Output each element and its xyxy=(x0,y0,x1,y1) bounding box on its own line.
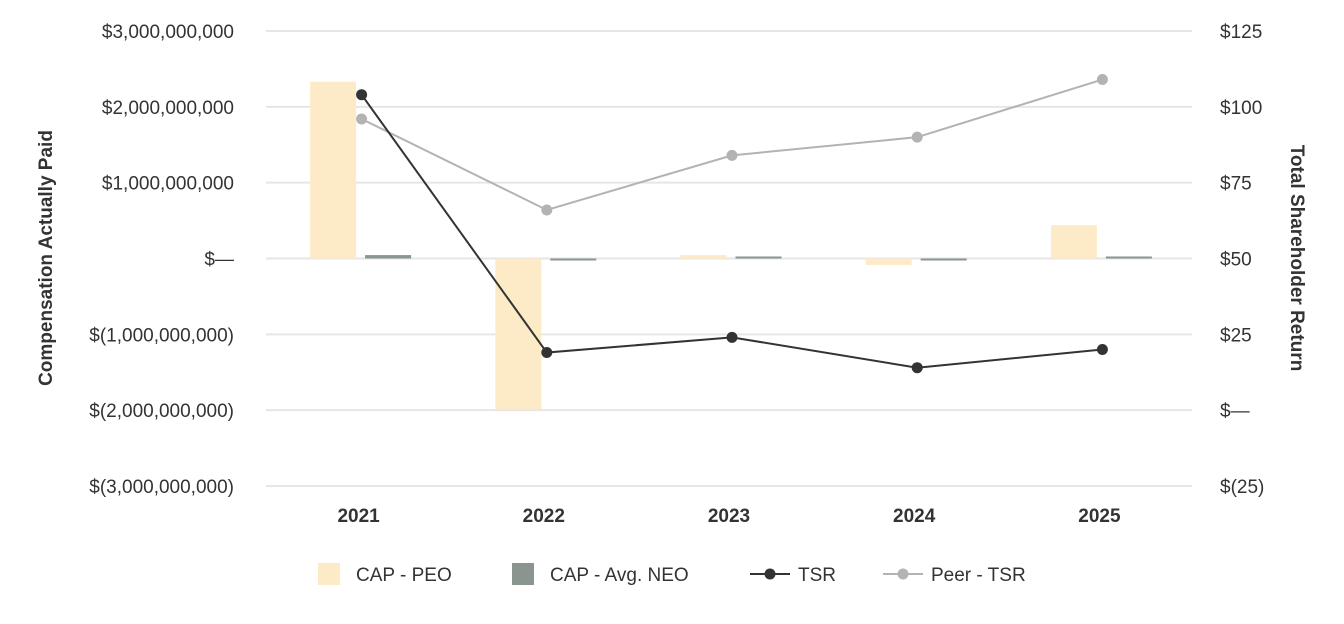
tsr-line xyxy=(360,94,1103,369)
right-tick-label: $75 xyxy=(1220,174,1252,195)
left-tick-label: $1,000,000,000 xyxy=(102,174,234,195)
cap-avg-neo-bar xyxy=(1105,256,1152,259)
legend-swatch xyxy=(512,563,534,585)
x-tick-label: 2022 xyxy=(523,506,565,527)
legend-label: TSR xyxy=(798,565,836,586)
peer-tsr-point xyxy=(911,131,923,143)
cap-avg-neo-bar xyxy=(550,258,597,261)
left-tick-label: $3,000,000,000 xyxy=(102,22,234,43)
legend-label: CAP - PEO xyxy=(356,565,452,586)
cap-peo-bar xyxy=(1050,225,1097,259)
peer-tsr-point xyxy=(1096,74,1108,86)
cap-peo-bar xyxy=(680,255,727,259)
left-tick-label: $2,000,000,000 xyxy=(102,98,234,119)
tsr-point xyxy=(356,89,368,101)
cap-peo-bar xyxy=(865,258,912,265)
legend: CAP - PEO CAP - Avg. NEO TSR Peer - TSR xyxy=(318,563,1026,586)
right-axis-ticks: $(25) $— $25 $50 $75 $100 $125 xyxy=(1220,22,1264,498)
right-tick-label: $50 xyxy=(1220,250,1252,271)
tsr-point xyxy=(911,362,923,374)
cap-avg-neo-bar xyxy=(365,255,412,259)
x-tick-label: 2025 xyxy=(1078,506,1121,527)
peer-tsr-point xyxy=(726,149,738,161)
right-tick-label: $25 xyxy=(1220,325,1252,346)
x-tick-label: 2024 xyxy=(893,506,936,527)
left-axis-ticks: $(3,000,000,000) $(2,000,000,000) $(1,000,… xyxy=(89,22,234,498)
right-axis-title: Total Shareholder Return xyxy=(1286,145,1307,372)
legend-label: CAP - Avg. NEO xyxy=(550,565,689,586)
cap-avg-neo-bar xyxy=(735,256,782,259)
legend-label: Peer - TSR xyxy=(931,565,1026,586)
left-tick-label: $(3,000,000,000) xyxy=(89,477,234,498)
left-axis-title: Compensation Actually Paid xyxy=(36,130,57,386)
right-tick-label: $— xyxy=(1220,401,1250,422)
legend-marker xyxy=(897,568,909,580)
legend-marker xyxy=(764,568,776,580)
peer-tsr-line xyxy=(361,78,1103,212)
x-tick-label: 2023 xyxy=(708,506,750,527)
tsr-point xyxy=(541,347,553,359)
right-tick-label: $100 xyxy=(1220,98,1262,119)
peer-tsr-point xyxy=(356,113,368,125)
left-tick-label: $(1,000,000,000) xyxy=(89,325,234,346)
x-tick-label: 2021 xyxy=(337,506,380,527)
cap-avg-neo-bar xyxy=(920,258,967,261)
tsr-point xyxy=(726,331,738,343)
legend-swatch xyxy=(318,563,340,585)
line-series xyxy=(356,74,1108,374)
left-tick-label: $(2,000,000,000) xyxy=(89,401,234,422)
right-tick-label: $125 xyxy=(1220,22,1262,43)
tsr-point xyxy=(1096,344,1108,355)
right-tick-label: $(25) xyxy=(1220,477,1264,498)
cap-peo-bar xyxy=(310,81,357,259)
x-axis-ticks: 2021 2022 2023 2024 2025 xyxy=(337,506,1121,527)
bar-series xyxy=(310,81,1152,410)
peer-tsr-point xyxy=(541,204,553,216)
left-tick-label: $— xyxy=(204,250,234,271)
